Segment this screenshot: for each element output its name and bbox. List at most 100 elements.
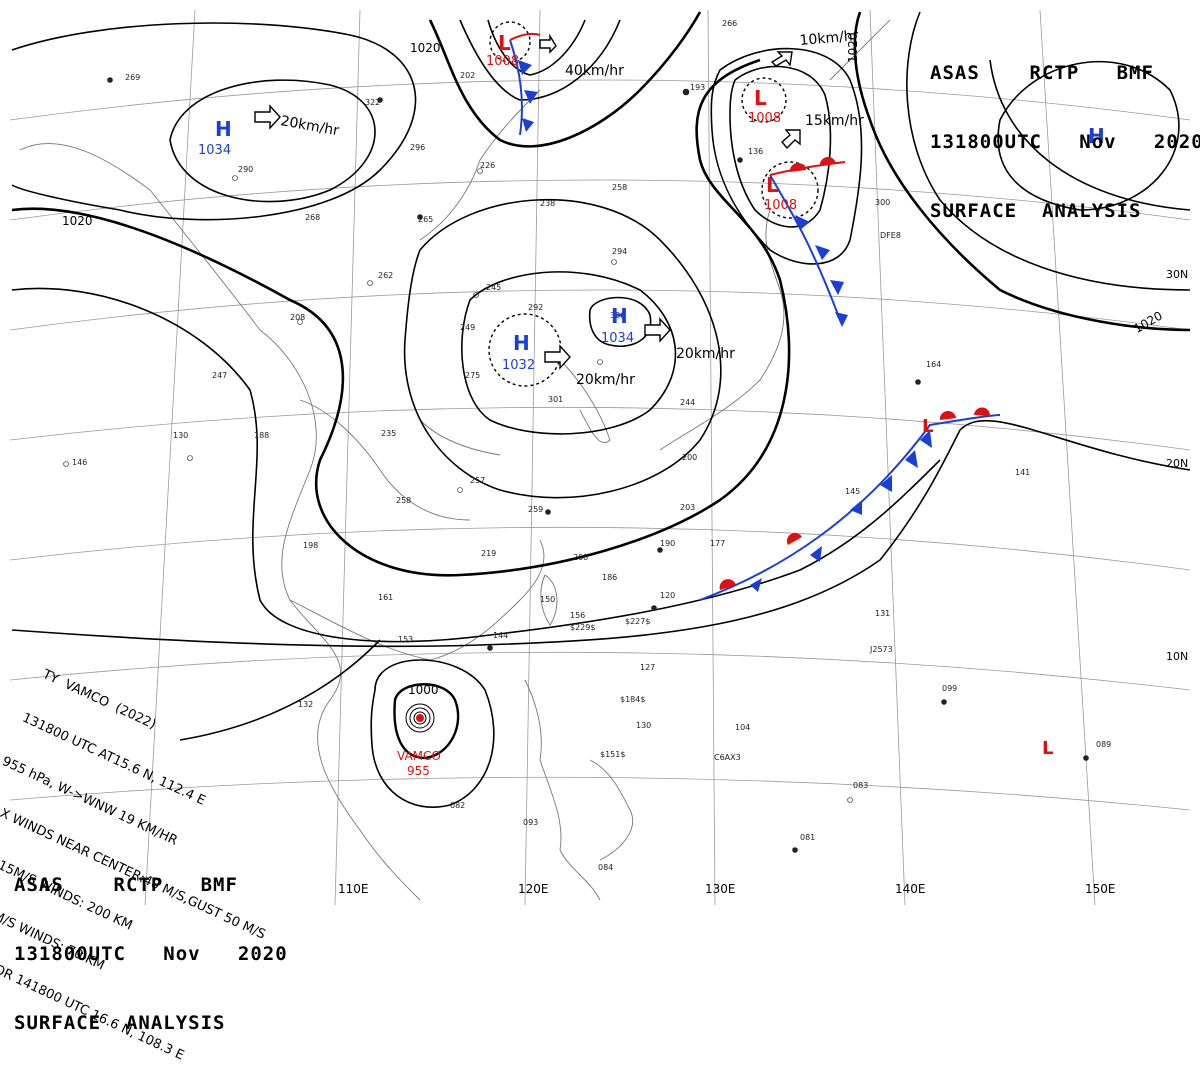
motion-label: 40km/hr (565, 63, 624, 79)
svg-text:153: 153 (398, 635, 413, 644)
svg-text:136: 136 (748, 147, 763, 156)
high-center: H 1032 (502, 331, 535, 373)
low-symbol: L (498, 31, 511, 55)
header-top-line2: 131800UTC Nov 2020 (930, 131, 1200, 153)
typhoon-marker: VAMCO 955 (397, 714, 441, 778)
svg-text:208: 208 (290, 313, 305, 322)
low-value: 1008 (486, 54, 519, 69)
svg-text:$227$: $227$ (625, 617, 650, 626)
svg-text:245: 245 (486, 283, 501, 292)
isobar-label: 1020 (410, 41, 441, 55)
svg-text:$184$: $184$ (620, 695, 645, 704)
svg-text:132: 132 (298, 700, 313, 709)
lat-label: 10N (1166, 650, 1188, 663)
latitude-labels: 30N 20N 10N (1166, 268, 1188, 663)
svg-text:235: 235 (381, 429, 396, 438)
svg-text:265: 265 (418, 215, 433, 224)
svg-text:226: 226 (480, 161, 495, 170)
high-center: H (1088, 124, 1105, 148)
high-symbol: H (215, 117, 232, 141)
svg-text:127: 127 (640, 663, 655, 672)
svg-text:089: 089 (1096, 740, 1111, 749)
svg-text:186: 186 (602, 573, 617, 582)
lon-label: 130E (705, 882, 736, 896)
low-center: L (922, 416, 933, 437)
high-value: 1032 (502, 358, 535, 373)
svg-text:219: 219 (481, 549, 496, 558)
svg-text:269: 269 (125, 73, 140, 82)
svg-text:244: 244 (680, 398, 695, 407)
svg-text:292: 292 (528, 303, 543, 312)
svg-text:198: 198 (303, 541, 318, 550)
svg-text:262: 262 (378, 271, 393, 280)
svg-text:268: 268 (305, 213, 320, 222)
svg-text:C6AX3: C6AX3 (714, 753, 741, 762)
low-symbol: L (922, 416, 933, 437)
svg-text:156: 156 (570, 611, 585, 620)
svg-text:177: 177 (710, 539, 725, 548)
high-center: H 1034 (198, 117, 232, 158)
svg-text:208: 208 (573, 553, 588, 562)
svg-text:306: 306 (610, 311, 625, 320)
svg-text:J2573: J2573 (869, 645, 893, 654)
high-symbol: H (513, 331, 530, 355)
svg-text:161: 161 (378, 593, 393, 602)
svg-text:190: 190 (660, 539, 675, 548)
isobar-label: 1020 (846, 32, 860, 63)
svg-text:203: 203 (680, 503, 695, 512)
svg-text:249: 249 (460, 323, 475, 332)
svg-text:130: 130 (173, 431, 188, 440)
low-center: L 1008 (486, 31, 519, 69)
high-symbol: H (611, 304, 628, 328)
lon-label: 140E (895, 882, 926, 896)
svg-text:164: 164 (926, 360, 941, 369)
lon-label: 120E (518, 882, 549, 896)
svg-text:259: 259 (528, 505, 543, 514)
motion-arrows (254, 33, 801, 370)
svg-text:294: 294 (612, 247, 627, 256)
svg-text:301: 301 (548, 395, 563, 404)
svg-text:144: 144 (493, 631, 508, 640)
header-bottom-line1: ASAS RCTP BMF (14, 874, 238, 896)
longitude-labels: 110E 120E 130E 140E 150E (338, 882, 1116, 896)
svg-text:275: 275 (465, 371, 480, 380)
svg-text:130: 130 (636, 721, 651, 730)
fronts (509, 32, 1001, 601)
svg-text:258: 258 (396, 496, 411, 505)
svg-text:$151$: $151$ (600, 750, 625, 759)
lon-label: 110E (338, 882, 369, 896)
typhoon-pressure: 955 (407, 764, 430, 778)
svg-text:104: 104 (735, 723, 750, 732)
high-symbol: H (1088, 124, 1105, 148)
low-center: L (1042, 738, 1053, 759)
svg-text:188: 188 (254, 431, 269, 440)
svg-text:238: 238 (540, 199, 555, 208)
low-symbol: L (766, 173, 779, 197)
header-top-line1: ASAS RCTP BMF (930, 62, 1154, 84)
svg-text:099: 099 (942, 684, 957, 693)
svg-text:082: 082 (450, 801, 465, 810)
high-value: 1034 (601, 331, 634, 346)
motion-label: 10km/hr (799, 28, 859, 49)
svg-text:266: 266 (722, 19, 737, 28)
lat-label: 30N (1166, 268, 1188, 281)
svg-text:257: 257 (470, 476, 485, 485)
motion-label: 15km/hr (805, 113, 864, 129)
svg-text:300: 300 (875, 198, 890, 207)
svg-text:084: 084 (598, 863, 613, 872)
svg-text:150: 150 (540, 595, 555, 604)
svg-text:145: 145 (845, 487, 860, 496)
isobar-label: 1000 (408, 683, 439, 697)
svg-text:202: 202 (460, 71, 475, 80)
graticule (9, 9, 1191, 906)
lat-label: 20N (1166, 457, 1188, 470)
svg-text:247: 247 (212, 371, 227, 380)
lon-label: 150E (1085, 882, 1116, 896)
svg-text:DFE8: DFE8 (880, 231, 901, 240)
svg-text:120: 120 (660, 591, 675, 600)
isobars (11, 11, 1191, 808)
svg-text:$229$: $229$ (570, 623, 595, 632)
low-value: 1008 (748, 111, 781, 126)
